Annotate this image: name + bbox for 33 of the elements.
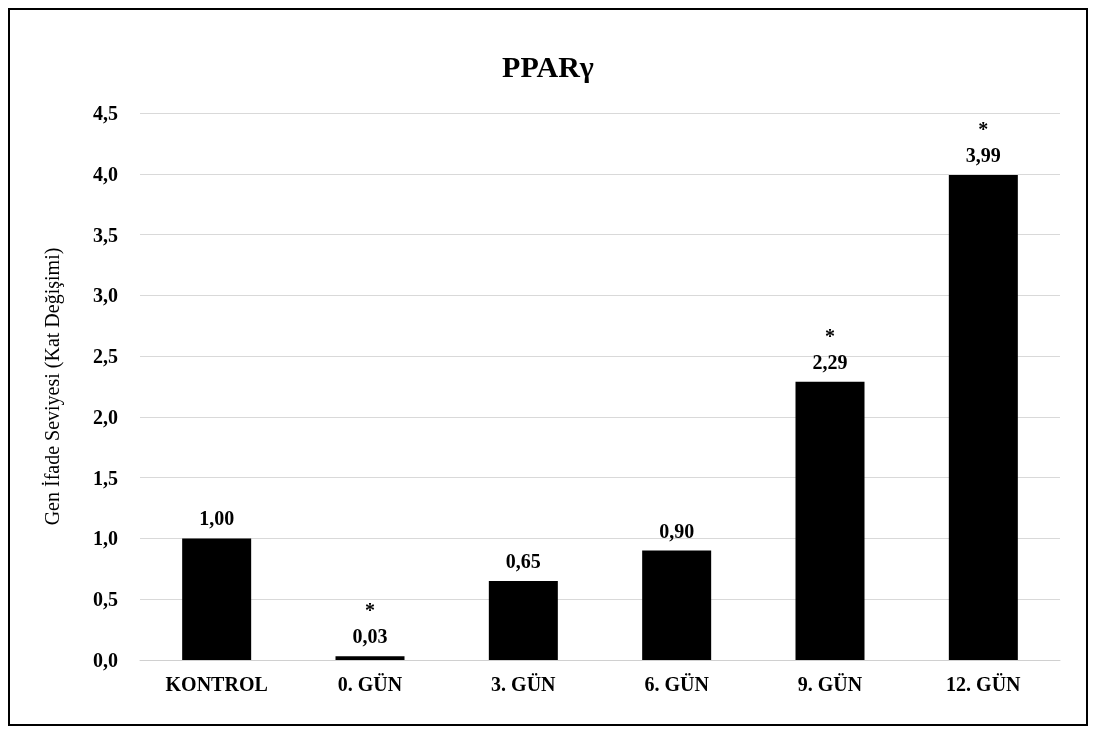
y-tick-label: 4,5 [93, 102, 118, 124]
chart-title: PPARγ [502, 49, 594, 83]
y-tick-label: 2,5 [93, 345, 118, 368]
y-tick-label: 3,5 [93, 223, 118, 246]
data-label: 0,90 [659, 519, 695, 542]
x-tick-label: 9. GÜN [797, 673, 863, 695]
x-tick-label: KONTROL [165, 673, 268, 695]
y-tick-label: 1,0 [93, 527, 118, 550]
bar [335, 656, 405, 660]
bar [182, 538, 252, 660]
bar [795, 381, 865, 660]
bar [488, 580, 558, 660]
y-tick-label: 0,0 [93, 649, 118, 671]
y-tick-label: 2,0 [93, 405, 118, 428]
bar [948, 174, 1018, 660]
x-tick-label: 6. GÜN [644, 673, 710, 695]
annotation: * [825, 324, 835, 347]
data-label: 0,03 [352, 625, 388, 648]
data-label: 2,29 [812, 350, 848, 373]
data-label: 1,00 [199, 507, 235, 530]
x-tick-label: 0. GÜN [337, 673, 403, 695]
x-tick-label: 3. GÜN [491, 673, 557, 695]
x-tick-label: 12. GÜN [946, 673, 1022, 695]
data-label: 0,65 [505, 549, 541, 572]
bar [642, 550, 712, 660]
y-tick-label: 0,5 [93, 588, 118, 611]
y-tick-label: 3,0 [93, 284, 118, 307]
y-tick-label: 1,5 [93, 466, 118, 489]
annotation: * [978, 117, 989, 140]
y-tick-label: 4,0 [93, 162, 118, 185]
annotation: * [365, 599, 375, 622]
y-axis-title: Gen İfade Seviyesi (Kat Değişimi) [41, 247, 64, 526]
data-label: 3,99 [965, 143, 1001, 166]
